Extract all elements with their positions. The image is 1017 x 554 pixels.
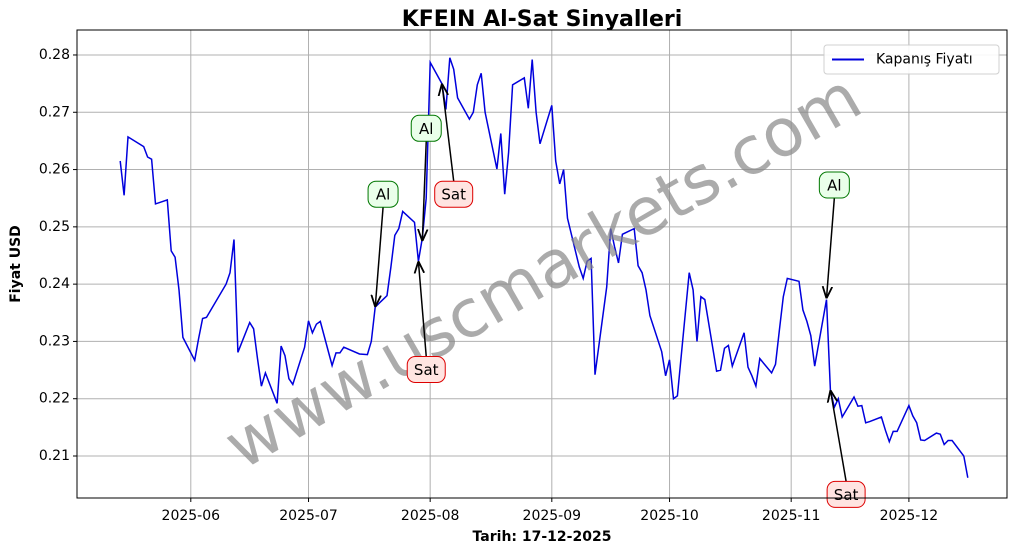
legend-box — [823, 44, 1000, 75]
signal-box — [826, 480, 866, 508]
signal-arrow — [418, 261, 427, 357]
y-tick-label: 0.27 — [39, 104, 70, 120]
legend-label: Kapanış Fiyatı — [876, 52, 973, 68]
y-axis-label: Fiyat USD — [8, 225, 24, 303]
x-tick-label: 2025-10 — [640, 508, 699, 524]
signal-label: Sat — [834, 486, 859, 504]
signal-label: Al — [376, 186, 390, 204]
annotations: Al Al Sat Sat Al Sat — [367, 84, 866, 508]
signal-label: Al — [419, 120, 433, 138]
y-tick-label: 0.28 — [39, 47, 70, 63]
y-tick-label: 0.23 — [39, 333, 70, 349]
signal-box — [410, 114, 442, 142]
x-axis-label: Tarih: 17-12-2025 — [473, 529, 612, 545]
x-tick-label: 2025-12 — [880, 508, 939, 524]
signal-box — [434, 180, 474, 208]
signal-box — [406, 355, 446, 383]
signal-box — [367, 180, 399, 208]
y-tick-label: 0.25 — [39, 219, 70, 235]
y-tick-label: 0.21 — [39, 448, 70, 464]
grid: 0.21 0.22 0.23 0.24 0.25 0.26 0.27 0.28 2025-06 2… — [39, 30, 1007, 524]
signal-label: Sat — [441, 186, 466, 204]
signal-arrow — [830, 390, 847, 482]
x-tick-label: 2025-06 — [162, 508, 221, 524]
signal-arrow — [375, 207, 384, 307]
x-tick-label: 2025-09 — [523, 508, 582, 524]
x-tick-label: 2025-08 — [401, 508, 460, 524]
signal-box — [818, 171, 850, 199]
x-tick-label: 2025-07 — [279, 508, 338, 524]
signal-label: Sat — [414, 361, 439, 379]
signal-arrow — [442, 84, 455, 182]
axes-frame — [76, 29, 1008, 499]
x-tick-label: 2025-11 — [762, 508, 821, 524]
y-tick-label: 0.24 — [39, 276, 70, 292]
y-tick-label: 0.26 — [39, 162, 70, 178]
chart-title: KFEIN Al-Sat Sinyalleri — [402, 7, 683, 32]
y-tick-label: 0.22 — [39, 391, 70, 407]
signal-label: Al — [827, 177, 841, 195]
legend: Kapanış Fiyatı — [823, 44, 1000, 75]
signal-arrow — [826, 197, 836, 298]
signal-arrow — [422, 141, 426, 241]
